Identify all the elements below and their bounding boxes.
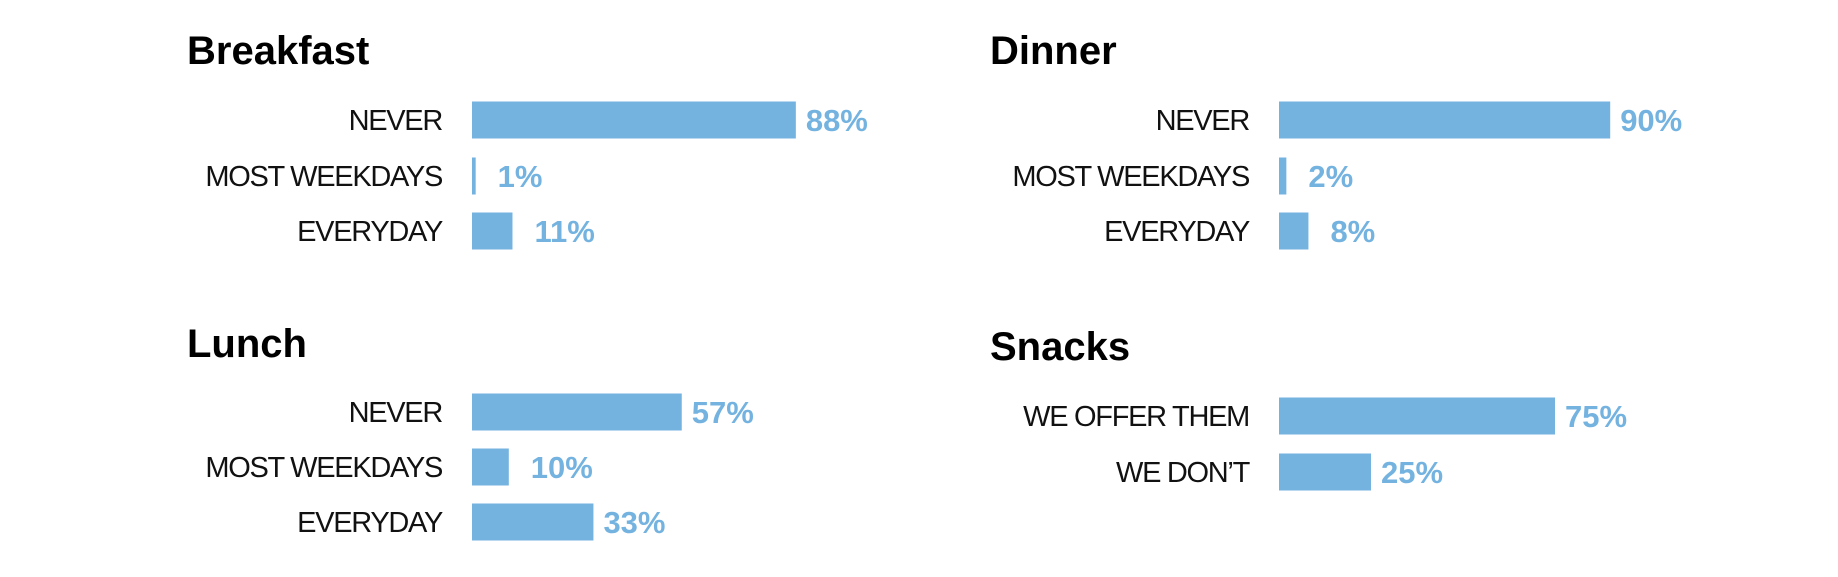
breakfast-bar-everyday [472,212,513,250]
chart-title-breakfast: Breakfast [187,29,369,73]
breakfast-value-most-weekdays: 1% [498,159,543,194]
breakfast-bar-never [472,101,796,139]
snacks-bar-we-offer-them [1279,397,1555,435]
breakfast-value-everyday: 11% [534,214,594,249]
lunch-label-most-weekdays: MOST WEEKDAYS [205,452,443,484]
breakfast-bar-most-weekdays [472,157,476,195]
breakfast-label-most-weekdays: MOST WEEKDAYS [205,161,443,193]
dinner-label-most-weekdays: MOST WEEKDAYS [1012,161,1250,193]
chart-title-snacks: Snacks [990,325,1130,369]
lunch-label-everyday: EVERYDAY [297,507,443,539]
breakfast-label-never: NEVER [349,105,443,137]
lunch-value-most-weekdays: 10% [531,450,593,485]
chart-snacks: Snacks WE OFFER THEM 75% WE DON’T 25% [990,325,1627,491]
lunch-value-never: 57% [692,395,754,430]
lunch-bar-everyday [472,503,594,541]
dinner-value-everyday: 8% [1330,214,1375,249]
snacks-bars: WE OFFER THEM 75% WE DON’T 25% [1023,397,1627,491]
lunch-value-everyday: 33% [603,505,665,540]
chart-title-dinner: Dinner [990,29,1117,73]
chart-breakfast: Breakfast NEVER 88% MOST WEEKDAYS 1% EVERYDA… [187,29,868,250]
dinner-value-never: 90% [1620,103,1682,138]
lunch-bars: NEVER 57% MOST WEEKDAYS 10% EVERYDAY 33% [205,393,754,541]
lunch-bar-never [472,393,682,431]
dinner-bars: NEVER 90% MOST WEEKDAYS 2% EVERYDAY 8% [1012,101,1682,250]
lunch-label-never: NEVER [349,397,443,429]
breakfast-label-everyday: EVERYDAY [297,216,443,248]
dinner-bar-never [1279,101,1611,139]
dinner-label-everyday: EVERYDAY [1104,216,1250,248]
dinner-bar-everyday [1279,212,1309,250]
breakfast-bars: NEVER 88% MOST WEEKDAYS 1% EVERYDAY 11% [205,101,868,250]
snacks-label-we-don-t: WE DON’T [1116,457,1251,489]
snacks-bar-we-don-t [1279,453,1371,491]
dinner-value-most-weekdays: 2% [1308,159,1353,194]
breakfast-value-never: 88% [806,103,868,138]
snacks-label-we-offer-them: WE OFFER THEM [1023,401,1249,433]
chart-lunch: Lunch NEVER 57% MOST WEEKDAYS 10% EVERYDAY 33… [187,322,754,541]
chart-dinner: Dinner NEVER 90% MOST WEEKDAYS 2% EVERYDAY 8% [990,29,1682,250]
snacks-value-we-don-t: 25% [1381,455,1443,490]
snacks-value-we-offer-them: 75% [1565,399,1627,434]
chart-title-lunch: Lunch [187,322,307,366]
lunch-bar-most-weekdays [472,448,509,486]
dinner-bar-most-weekdays [1279,157,1287,195]
dinner-label-never: NEVER [1156,105,1250,137]
